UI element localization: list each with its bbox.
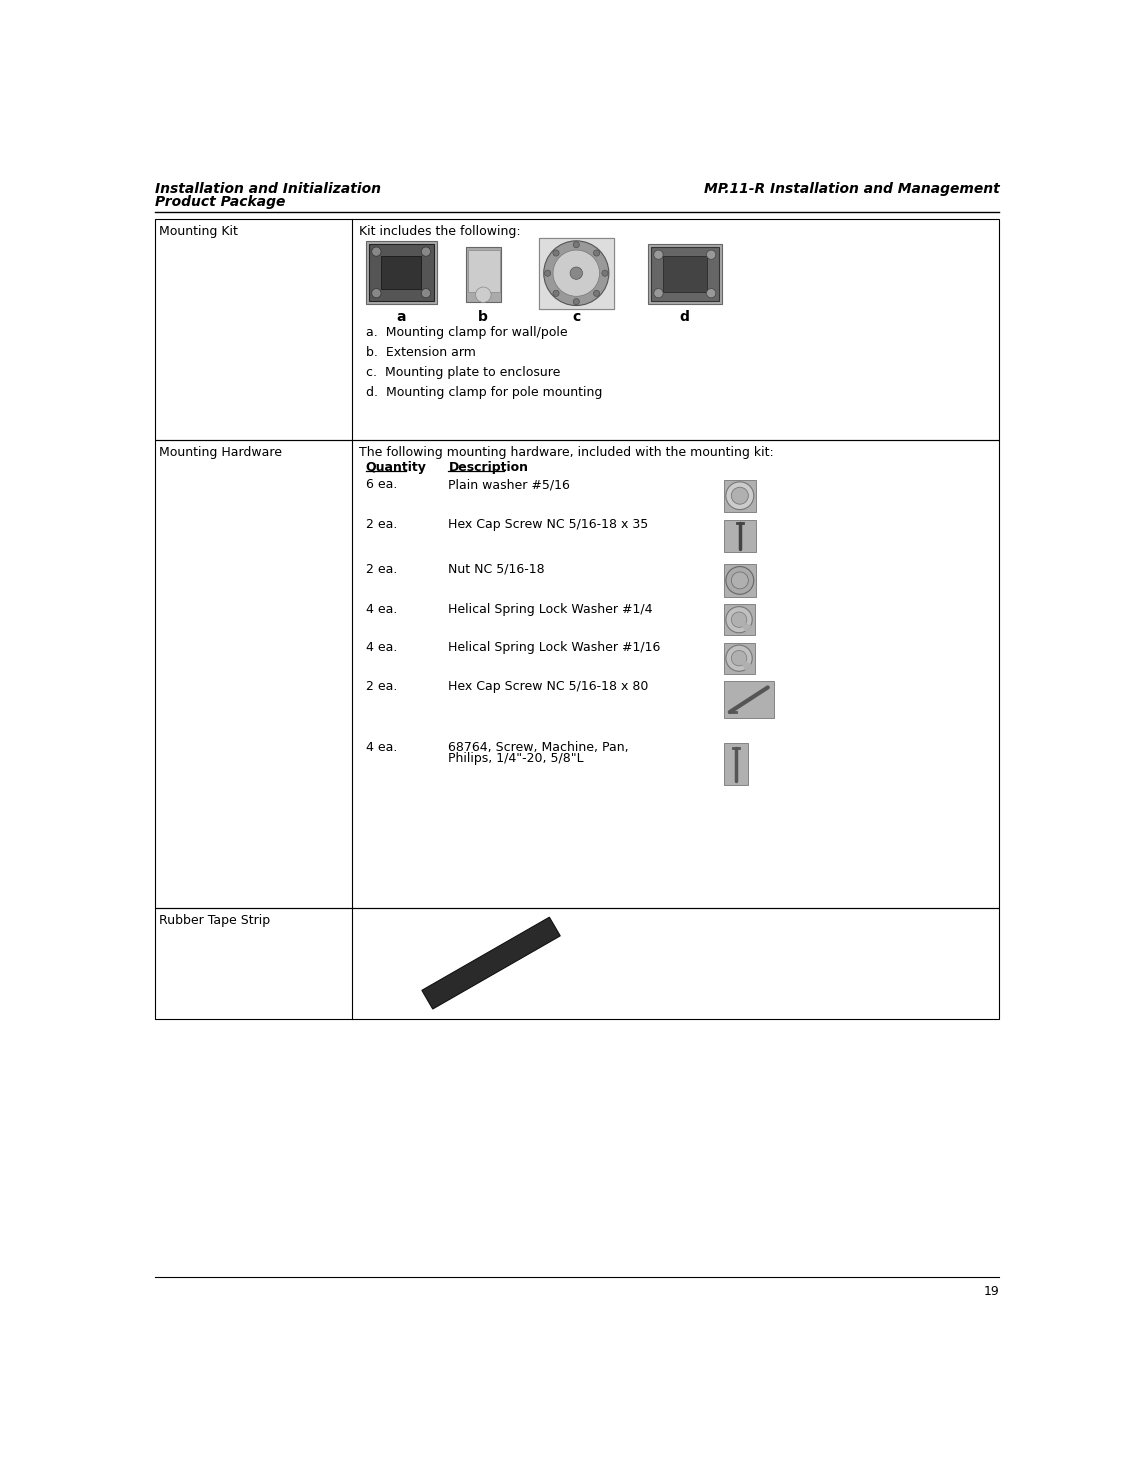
Circle shape: [372, 247, 381, 257]
FancyBboxPatch shape: [724, 743, 749, 785]
FancyBboxPatch shape: [539, 238, 614, 308]
FancyBboxPatch shape: [366, 241, 437, 304]
Text: Quantity: Quantity: [366, 461, 427, 474]
Text: c: c: [572, 310, 580, 324]
Circle shape: [545, 270, 551, 276]
Circle shape: [553, 291, 560, 297]
Text: Product Package: Product Package: [154, 195, 285, 208]
Text: Plain washer #5/16: Plain washer #5/16: [448, 479, 570, 490]
Circle shape: [731, 650, 747, 666]
Polygon shape: [422, 918, 561, 1009]
Text: a: a: [396, 310, 405, 324]
Text: Helical Spring Lock Washer #1/16: Helical Spring Lock Washer #1/16: [448, 642, 661, 655]
Text: 2 ea.: 2 ea.: [366, 562, 396, 575]
Circle shape: [731, 612, 747, 627]
Circle shape: [654, 289, 663, 298]
Wedge shape: [743, 662, 750, 669]
Circle shape: [654, 250, 663, 260]
Circle shape: [421, 247, 430, 257]
Text: d.  Mounting clamp for pole mounting: d. Mounting clamp for pole mounting: [366, 386, 602, 399]
Text: The following mounting hardware, included with the mounting kit:: The following mounting hardware, include…: [359, 446, 774, 458]
Text: Mounting Kit: Mounting Kit: [160, 226, 239, 238]
FancyBboxPatch shape: [368, 244, 434, 301]
Circle shape: [372, 289, 381, 298]
Text: Installation and Initialization: Installation and Initialization: [154, 182, 381, 197]
FancyBboxPatch shape: [663, 257, 706, 292]
Circle shape: [731, 573, 749, 589]
Text: a.  Mounting clamp for wall/pole: a. Mounting clamp for wall/pole: [366, 326, 568, 339]
Text: c.  Mounting plate to enclosure: c. Mounting plate to enclosure: [366, 366, 560, 379]
Circle shape: [544, 241, 609, 305]
Text: Description: Description: [448, 461, 528, 474]
Circle shape: [731, 487, 749, 504]
Circle shape: [726, 567, 753, 595]
FancyBboxPatch shape: [381, 257, 421, 289]
Circle shape: [570, 267, 582, 279]
Circle shape: [475, 288, 491, 302]
Text: b: b: [479, 310, 489, 324]
Circle shape: [593, 291, 600, 297]
FancyBboxPatch shape: [724, 681, 774, 718]
Text: MP.11-R Installation and Management: MP.11-R Installation and Management: [704, 182, 1000, 197]
Circle shape: [421, 289, 430, 298]
Text: 2 ea.: 2 ea.: [366, 518, 396, 531]
FancyBboxPatch shape: [467, 250, 500, 292]
Text: 4 ea.: 4 ea.: [366, 741, 396, 755]
Circle shape: [706, 250, 716, 260]
Circle shape: [726, 606, 752, 633]
Text: 4 ea.: 4 ea.: [366, 642, 396, 655]
Circle shape: [602, 270, 608, 276]
FancyBboxPatch shape: [724, 605, 754, 636]
Text: 19: 19: [984, 1284, 1000, 1298]
Text: 4 ea.: 4 ea.: [366, 603, 396, 615]
Text: Nut NC 5/16-18: Nut NC 5/16-18: [448, 562, 545, 575]
FancyBboxPatch shape: [651, 247, 718, 301]
Text: Hex Cap Screw NC 5/16-18 x 35: Hex Cap Screw NC 5/16-18 x 35: [448, 518, 649, 531]
FancyBboxPatch shape: [724, 564, 756, 596]
FancyBboxPatch shape: [724, 480, 756, 512]
Circle shape: [553, 250, 560, 255]
FancyBboxPatch shape: [539, 238, 614, 308]
Circle shape: [553, 250, 599, 297]
Text: Mounting Hardware: Mounting Hardware: [160, 446, 283, 458]
FancyBboxPatch shape: [647, 244, 722, 304]
Circle shape: [706, 289, 716, 298]
Text: b.  Extension arm: b. Extension arm: [366, 345, 475, 358]
FancyBboxPatch shape: [724, 520, 756, 552]
Text: d: d: [680, 310, 690, 324]
Text: Helical Spring Lock Washer #1/4: Helical Spring Lock Washer #1/4: [448, 603, 653, 615]
Circle shape: [573, 242, 580, 248]
Text: Kit includes the following:: Kit includes the following:: [359, 226, 521, 238]
Text: Rubber Tape Strip: Rubber Tape Strip: [160, 913, 270, 926]
FancyBboxPatch shape: [466, 247, 501, 302]
Circle shape: [726, 482, 753, 509]
Text: Philips, 1/4"-20, 5/8"L: Philips, 1/4"-20, 5/8"L: [448, 752, 584, 765]
Text: 68764, Screw, Machine, Pan,: 68764, Screw, Machine, Pan,: [448, 741, 629, 755]
Circle shape: [593, 250, 600, 255]
FancyBboxPatch shape: [724, 643, 754, 674]
Circle shape: [573, 298, 580, 305]
Wedge shape: [743, 624, 750, 631]
Circle shape: [726, 644, 752, 671]
Text: Hex Cap Screw NC 5/16-18 x 80: Hex Cap Screw NC 5/16-18 x 80: [448, 680, 649, 693]
Text: 6 ea.: 6 ea.: [366, 479, 396, 490]
Text: 2 ea.: 2 ea.: [366, 680, 396, 693]
